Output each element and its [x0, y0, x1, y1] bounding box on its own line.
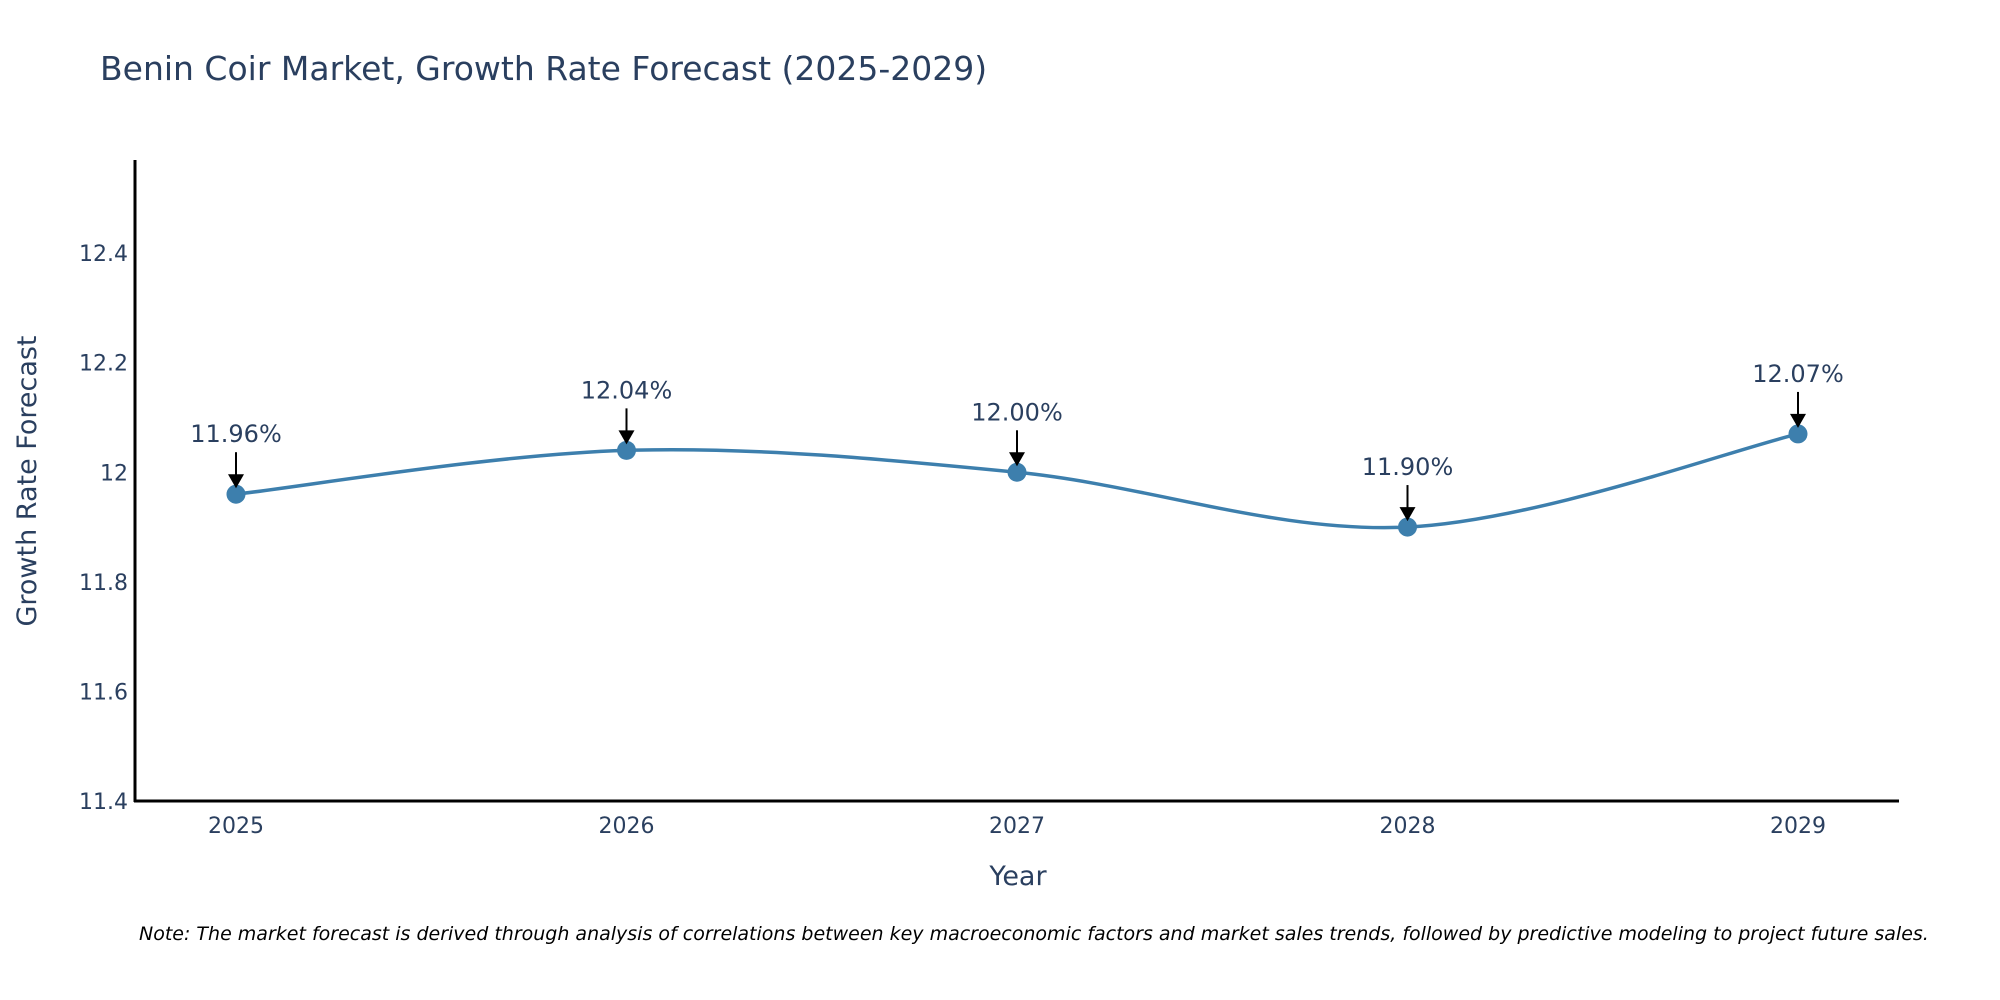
data-point: [1398, 517, 1417, 537]
annotation-arrow-head: [1790, 413, 1806, 428]
data-labels: 11.96% 12.04% 12.00% 11.90% 12.07%: [190, 360, 1844, 522]
data-point: [1788, 424, 1808, 444]
y-axis-ticks: 11.4 11.6 11.8 12 12.2 12.4: [79, 242, 128, 815]
data-label: 12.00%: [971, 398, 1063, 426]
annotation-arrow-head: [1009, 452, 1025, 467]
chart-title: Benin Coir Market, Growth Rate Forecast …: [100, 49, 987, 88]
x-axis-title: Year: [988, 861, 1047, 892]
data-label: 11.96%: [190, 420, 282, 448]
data-point: [1007, 462, 1027, 482]
x-axis-ticks: 2025 2026 2027 2028 2029: [208, 814, 1826, 839]
x-tick-label: 2025: [208, 814, 264, 839]
data-label: 12.04%: [581, 376, 673, 404]
y-tick-label: 11.6: [79, 680, 128, 705]
data-point: [226, 484, 246, 504]
data-label: 11.90%: [1362, 453, 1454, 481]
x-tick-label: 2029: [1770, 814, 1826, 839]
annotation-arrow-head: [1399, 507, 1416, 522]
x-tick-label: 2028: [1380, 814, 1436, 839]
annotation-arrow-head: [228, 474, 244, 489]
x-tick-label: 2027: [989, 814, 1045, 839]
data-point: [617, 440, 636, 460]
y-tick-label: 11.4: [79, 790, 128, 815]
y-tick-label: 12.4: [79, 242, 128, 267]
data-points: [226, 424, 1808, 537]
annotation-arrow-head: [618, 430, 635, 445]
y-axis-title: Growth Rate Forecast: [12, 335, 43, 626]
data-label: 12.07%: [1752, 360, 1844, 388]
y-tick-label: 12: [100, 461, 128, 486]
y-tick-label: 12.2: [79, 352, 128, 377]
y-tick-label: 11.8: [79, 571, 128, 596]
x-tick-label: 2026: [599, 814, 655, 839]
chart-note: Note: The market forecast is derived thr…: [139, 923, 1929, 945]
